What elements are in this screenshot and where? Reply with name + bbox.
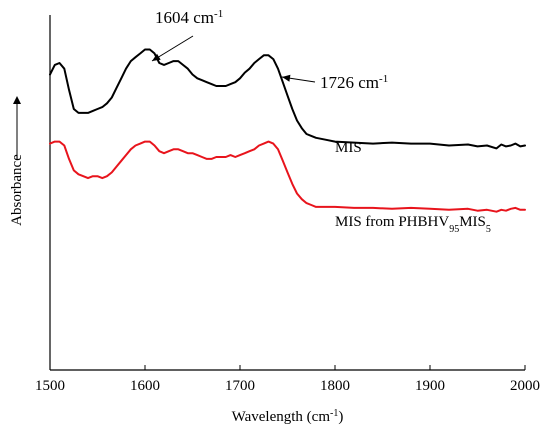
x-tick-label: 1700 — [225, 378, 255, 394]
annotation-label-0: 1604 cm-1 — [155, 8, 223, 27]
series-label-0: MIS — [335, 140, 362, 156]
annotation-arrowhead-1 — [282, 74, 291, 82]
annotation-label-1: 1726 cm-1 — [320, 73, 388, 92]
series-layer — [49, 48, 526, 213]
labels-layer: MIS MIS from PHBHV95MIS5 1604 cm-1 1726 cm-… — [151, 8, 491, 235]
y-axis-title: Absorbance — [9, 154, 25, 226]
x-tick-label: 1600 — [130, 378, 160, 394]
annotation-arrowhead-0 — [152, 53, 161, 61]
series-label-1: MIS from PHBHV95MIS5 — [335, 214, 491, 235]
x-axis-title: Wavelength (cm-1) — [232, 408, 344, 426]
y-axis-arrow-head — [13, 96, 21, 104]
x-tick-label: 1900 — [415, 378, 445, 394]
x-tick-label: 1500 — [35, 378, 65, 394]
series-line-0 — [49, 48, 526, 150]
x-tick-label: 1800 — [320, 378, 350, 394]
series-line-1 — [49, 140, 526, 213]
x-tick-label: 2000 — [510, 378, 540, 394]
axes: 1500 1600 1700 1800 1900 2000 Wavelength (cm-1… — [9, 15, 540, 425]
